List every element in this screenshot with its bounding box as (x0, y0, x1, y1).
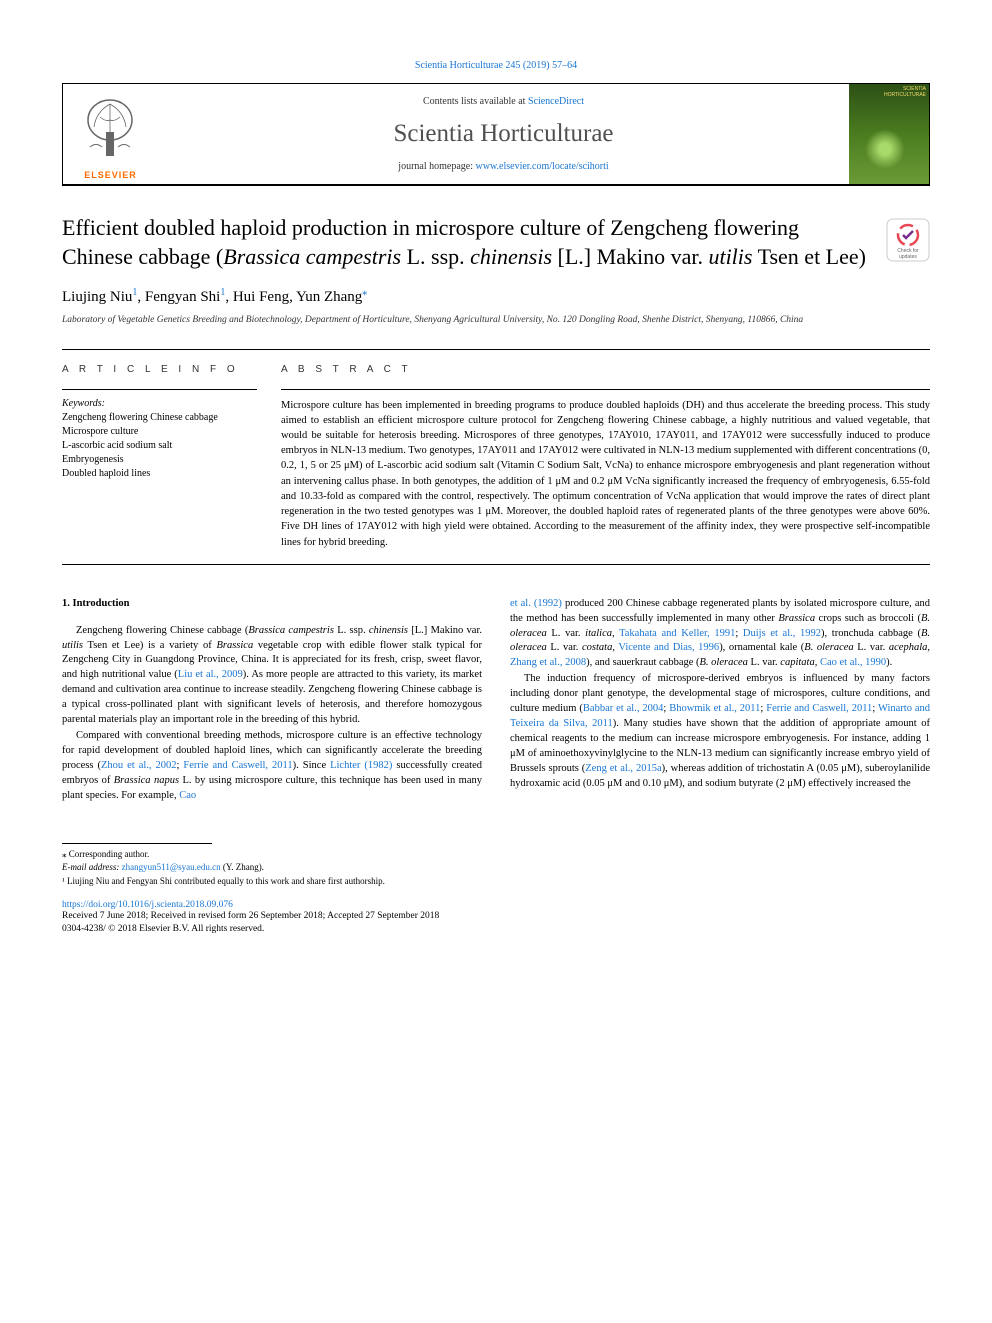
sciencedirect-link[interactable]: ScienceDirect (528, 96, 584, 107)
cite-link[interactable]: et al. (1992) (510, 598, 562, 609)
journal-cover-thumb[interactable]: SCIENTIAHORTICULTURAE (849, 84, 929, 184)
corresponding-note: ⁎ Corresponding author. (62, 848, 930, 862)
homepage-link[interactable]: www.elsevier.com/locate/scihorti (476, 161, 609, 172)
cite-link[interactable]: Ferrie and Caswell, 2011 (766, 703, 872, 714)
body-para-1: Zengcheng flowering Chinese cabbage (Bra… (62, 624, 482, 728)
article-title: Efficient doubled haploid production in … (62, 214, 866, 271)
email-link[interactable]: zhangyun511@syau.edu.cn (122, 862, 221, 872)
cite-link[interactable]: Takahata and Keller, 1991 (619, 628, 735, 639)
cite-link[interactable]: Zhang et al., 2008 (510, 657, 586, 668)
elsevier-wordmark: ELSEVIER (84, 170, 137, 180)
authors-line: Liujing Niu1, Fengyan Shi1, Hui Feng, Yu… (62, 287, 930, 306)
cite-link[interactable]: Vicente and Dias, 1996 (618, 642, 719, 653)
cite-link[interactable]: Zhou et al., 2002 (101, 760, 177, 771)
body-para-2: Compared with conventional breeding meth… (62, 729, 482, 804)
abstract-header: A B S T R A C T (281, 364, 930, 375)
email-note: E-mail address: zhangyun511@syau.edu.cn … (62, 861, 930, 875)
homepage-line: journal homepage: www.elsevier.com/locat… (158, 161, 849, 172)
body-para-4: The induction frequency of microspore-de… (510, 672, 930, 791)
info-divider (62, 389, 257, 390)
cite-link[interactable]: Duijs et al., 1992 (743, 628, 821, 639)
intro-heading: 1. Introduction (62, 597, 482, 612)
cite-link[interactable]: Bhowmik et al., 2011 (669, 703, 760, 714)
cite-link[interactable]: Liu et al., 2009 (178, 669, 243, 680)
article-info-col: A R T I C L E I N F O Keywords: Zengchen… (62, 364, 257, 550)
homepage-prefix: journal homepage: (398, 161, 475, 172)
cite-link[interactable]: Lichter (1982) (330, 760, 392, 771)
contents-line: Contents lists available at ScienceDirec… (158, 96, 849, 107)
divider-top (62, 349, 930, 350)
keywords-list: Zengcheng flowering Chinese cabbage Micr… (62, 411, 257, 481)
author-sup-corr[interactable]: ⁎ (362, 287, 367, 298)
body-col-right: et al. (1992) produced 200 Chinese cabba… (510, 597, 930, 805)
cite-link[interactable]: Zeng et al., 2015a (585, 763, 661, 774)
doi-link[interactable]: https://doi.org/10.1016/j.scienta.2018.0… (62, 900, 930, 910)
abstract-text: Microspore culture has been implemented … (281, 398, 930, 550)
cite-link[interactable]: Babbar et al., 2004 (583, 703, 663, 714)
keywords-label: Keywords: (62, 398, 257, 409)
footnotes: ⁎ Corresponding author. E-mail address: … (62, 848, 930, 889)
header-citation[interactable]: Scientia Horticulturae 245 (2019) 57–64 (62, 60, 930, 71)
abstract-divider (281, 389, 930, 390)
cite-link[interactable]: Cao et al., 1990 (820, 657, 886, 668)
cite-link[interactable]: Ferrie and Caswell, 2011 (183, 760, 292, 771)
keyword: L-ascorbic acid sodium salt (62, 439, 257, 453)
copyright-line: 0304-4238/ © 2018 Elsevier B.V. All righ… (62, 923, 930, 936)
journal-name: Scientia Horticulturae (158, 120, 849, 148)
svg-text:updates: updates (899, 254, 917, 260)
body-col-left: 1. Introduction Zengcheng flowering Chin… (62, 597, 482, 805)
received-line: Received 7 June 2018; Received in revise… (62, 910, 930, 923)
keyword: Doubled haploid lines (62, 467, 257, 481)
divider-bottom (62, 564, 930, 565)
keyword: Microspore culture (62, 425, 257, 439)
cover-label: SCIENTIAHORTICULTURAE (884, 87, 926, 98)
abstract-col: A B S T R A C T Microspore culture has b… (281, 364, 930, 550)
journal-header: ELSEVIER Contents lists available at Sci… (62, 83, 930, 186)
contents-prefix: Contents lists available at (423, 96, 528, 107)
keyword: Zengcheng flowering Chinese cabbage (62, 411, 257, 425)
footnote-divider (62, 843, 212, 844)
affiliation: Laboratory of Vegetable Genetics Breedin… (62, 314, 930, 326)
keyword: Embryogenesis (62, 453, 257, 467)
body-para-3: et al. (1992) produced 200 Chinese cabba… (510, 597, 930, 672)
header-center: Contents lists available at ScienceDirec… (158, 84, 849, 184)
article-info-header: A R T I C L E I N F O (62, 364, 257, 375)
elsevier-tree-icon (76, 92, 146, 162)
equal-contrib-note: ¹ Liujing Niu and Fengyan Shi contribute… (62, 875, 930, 889)
check-updates-badge[interactable]: Check for updates (886, 218, 930, 262)
cite-link[interactable]: Cao (179, 790, 196, 801)
elsevier-logo[interactable]: ELSEVIER (63, 84, 158, 184)
